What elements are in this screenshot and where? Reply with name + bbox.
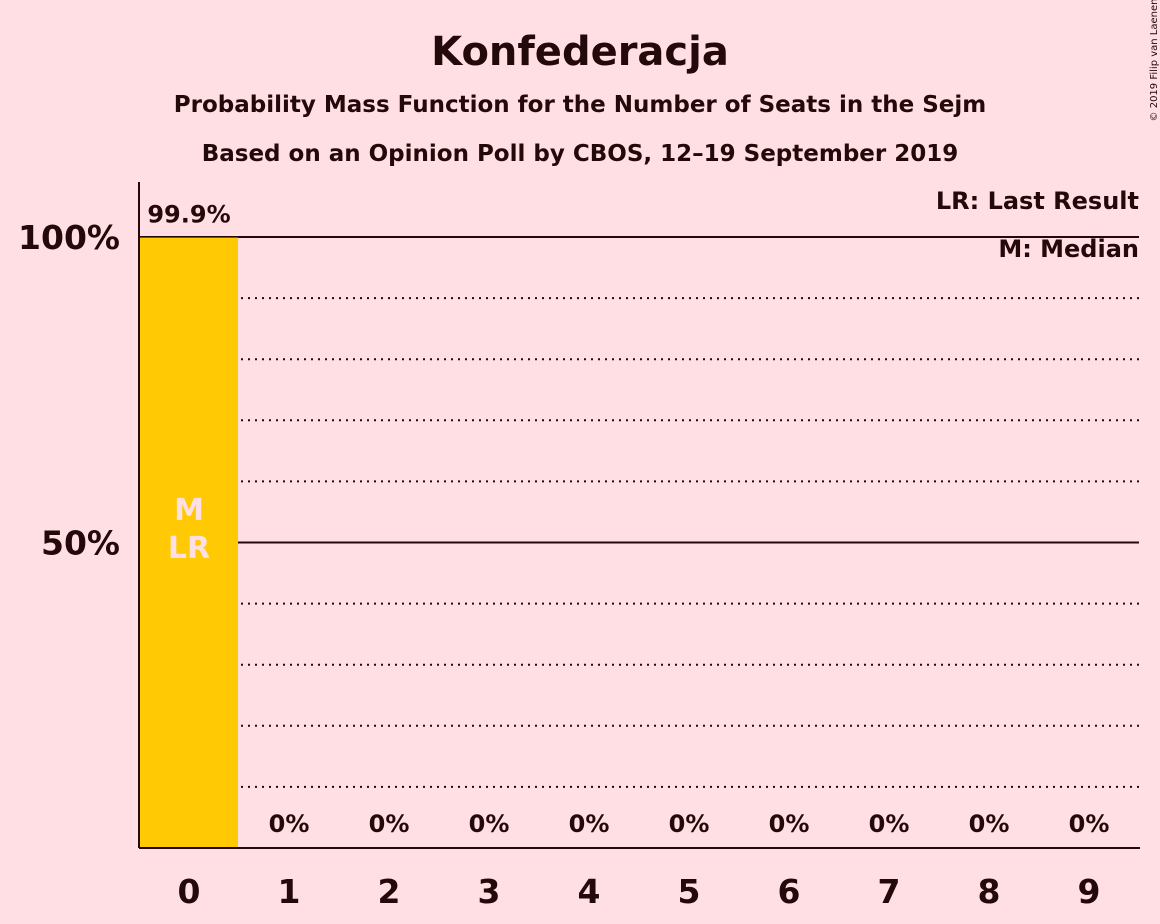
x-tick-label-1: 1 <box>278 872 301 911</box>
data-labels: 99.9% 0% 0% 0% 0% 0% 0% 0% 0% 0% MLR <box>147 201 1109 838</box>
bar-marker-lr: LR <box>168 531 210 566</box>
x-axis-ticks: 0 1 2 3 4 5 6 7 8 9 <box>178 872 1101 911</box>
bar-marker-m: M <box>174 493 204 528</box>
x-tick-label-3: 3 <box>478 872 501 911</box>
x-tick-label-4: 4 <box>578 872 601 911</box>
x-tick-label-5: 5 <box>678 872 701 911</box>
y-tick-label: 50% <box>41 524 120 563</box>
x-tick-label-7: 7 <box>878 872 901 911</box>
data-label-9: 0% <box>1069 810 1110 838</box>
data-label-8: 0% <box>969 810 1010 838</box>
data-label-5: 0% <box>669 810 710 838</box>
legend-median: M: Median <box>998 235 1139 263</box>
bars <box>140 237 238 849</box>
data-label-0: 99.9% <box>147 201 230 229</box>
x-tick-label-6: 6 <box>778 872 801 911</box>
y-axis-ticks: 50% 100% <box>18 218 120 563</box>
grid-lines <box>139 236 1139 788</box>
chart-title: Konfederacja <box>431 29 729 75</box>
x-tick-label-2: 2 <box>378 872 401 911</box>
data-label-1: 0% <box>269 810 310 838</box>
x-tick-label-0: 0 <box>178 872 201 911</box>
chart-subtitle-2: Based on an Opinion Poll by CBOS, 12–19 … <box>202 141 959 167</box>
copyright-note: © 2019 Filip van Laenen <box>1149 0 1160 121</box>
data-label-4: 0% <box>569 810 610 838</box>
data-label-6: 0% <box>769 810 810 838</box>
x-tick-label-9: 9 <box>1078 872 1101 911</box>
y-tick-label: 100% <box>18 218 120 257</box>
data-label-7: 0% <box>869 810 910 838</box>
x-tick-label-8: 8 <box>978 872 1001 911</box>
legend-last-result: LR: Last Result <box>936 187 1139 215</box>
data-label-3: 0% <box>469 810 510 838</box>
data-label-2: 0% <box>369 810 410 838</box>
chart-subtitle: Probability Mass Function for the Number… <box>174 92 986 118</box>
bar-0 <box>140 237 238 849</box>
